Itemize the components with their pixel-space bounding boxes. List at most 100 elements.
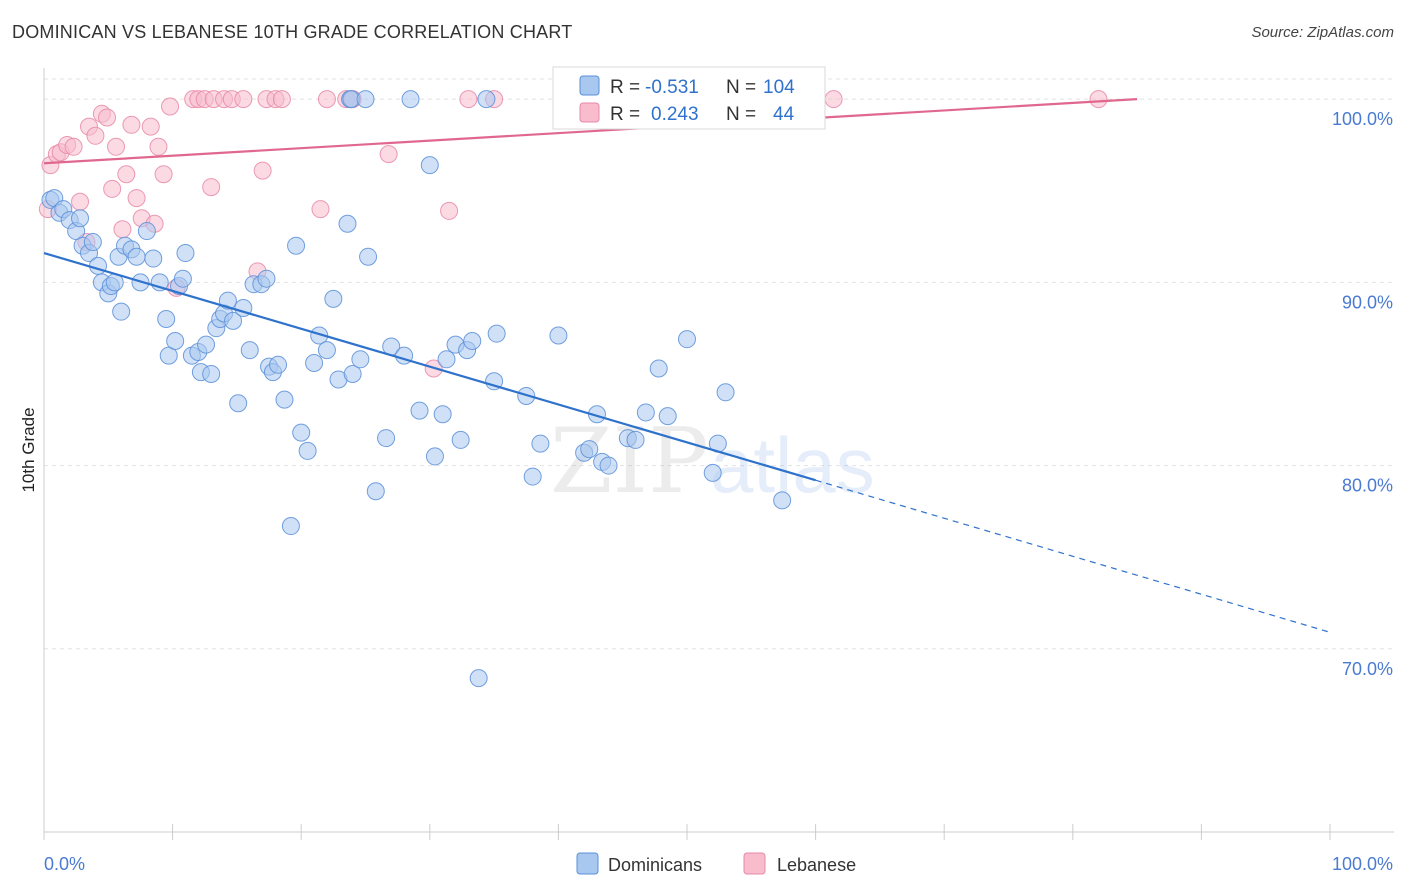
dominicans-point-49 <box>275 390 294 409</box>
dominicans-point-80 <box>487 324 506 343</box>
dominicans-point-28 <box>173 269 192 288</box>
x-axis-tick-labels: 0.0% 100.0% <box>44 854 1393 874</box>
dominicans-point-68 <box>410 401 429 420</box>
dominicans-point-6 <box>71 209 90 228</box>
dominicans-point-56 <box>317 341 336 360</box>
dominicans-point-42 <box>240 341 259 360</box>
lebanese-points <box>38 90 1108 378</box>
lebanese-point-22 <box>154 165 173 184</box>
dominicans-point-16 <box>112 302 131 321</box>
dominicans-point-84 <box>549 326 568 345</box>
dominicans-point-61 <box>351 350 370 369</box>
lebanese-point-9 <box>86 126 105 145</box>
lebanese-point-49 <box>1089 90 1108 109</box>
dominicans-point-99 <box>716 383 735 402</box>
dominicans-point-78 <box>477 90 496 109</box>
stats-legend: R = -0.531 N = 104 R = 0.243 N = 44 <box>552 66 826 130</box>
lebanese-point-19 <box>141 117 160 136</box>
lebanese-point-28 <box>202 178 221 197</box>
dominicans-point-71 <box>433 405 452 424</box>
dominicans-point-50 <box>281 517 300 536</box>
dominicans-point-67 <box>401 90 420 109</box>
dominicans-point-100 <box>773 491 792 510</box>
lebanese-point-41 <box>379 145 398 164</box>
lebanese-point-13 <box>107 137 126 156</box>
dominicans-point-60 <box>343 364 362 383</box>
x-axis-ticks <box>43 824 1331 840</box>
lebanese-point-48 <box>824 90 843 109</box>
dominicans-point-76 <box>463 331 482 350</box>
dominicans-point-77 <box>469 669 488 688</box>
lebanese-point-37 <box>311 200 330 219</box>
watermark-atlas: atlas <box>710 421 875 509</box>
stats-blue-n-value: 104 <box>763 77 795 98</box>
dominicans-point-97 <box>703 463 722 482</box>
lebanese-point-17 <box>127 189 146 208</box>
dominicans-point-48 <box>269 355 288 374</box>
lebanese-point-50 <box>253 161 272 180</box>
dominicans-point-64 <box>377 429 396 448</box>
y-tick-label-1: 90.0% <box>1342 292 1393 312</box>
dominicans-point-54 <box>305 353 324 372</box>
dominicans-point-45 <box>257 269 276 288</box>
stats-blue-r-value: -0.531 <box>645 77 699 98</box>
lebanese-point-38 <box>317 90 336 109</box>
dominicans-point-93 <box>649 359 668 378</box>
dominicans-point-19 <box>127 247 146 266</box>
dominicans-point-40 <box>229 394 248 413</box>
dominicans-point-62 <box>359 247 378 266</box>
stats-legend-blue-swatch <box>579 75 600 96</box>
lebanese-point-21 <box>149 137 168 156</box>
dominicans-point-103 <box>356 90 375 109</box>
stats-pink-n-label: N = <box>726 104 756 125</box>
legend-lebanese-swatch[interactable] <box>743 852 766 875</box>
dominicans-point-94 <box>658 407 677 426</box>
y-tick-label-2: 80.0% <box>1342 476 1393 496</box>
dominicans-point-63 <box>366 482 385 501</box>
dominicans-point-59 <box>338 214 357 233</box>
dominicans-point-53 <box>298 441 317 460</box>
dominicans-point-74 <box>451 430 470 449</box>
x-tick-label-0: 0.0% <box>44 854 85 874</box>
dominicans-point-9 <box>83 233 102 252</box>
chart-title: DOMINICAN VS LEBANESE 10TH GRADE CORRELA… <box>12 22 573 42</box>
dominicans-point-33 <box>197 335 216 354</box>
source-label: Source: ZipAtlas.com <box>1251 24 1394 41</box>
dominicans-point-82 <box>523 467 542 486</box>
lebanese-point-15 <box>117 165 136 184</box>
dominicans-point-86 <box>580 440 599 459</box>
lebanese-point-12 <box>103 179 122 198</box>
dominicans-point-22 <box>144 249 163 268</box>
lebanese-point-14 <box>113 220 132 239</box>
lebanese-point-5 <box>64 137 83 156</box>
legend-lebanese-label[interactable]: Lebanese <box>777 855 856 875</box>
dominicans-trend-line <box>43 251 816 482</box>
legend-dominicans-swatch[interactable] <box>576 852 599 875</box>
stats-legend-pink-swatch <box>579 102 600 123</box>
dominicans-point-57 <box>324 289 343 308</box>
lebanese-point-32 <box>234 90 253 109</box>
legend-dominicans-label[interactable]: Dominicans <box>608 855 702 875</box>
dominicans-point-21 <box>137 222 156 241</box>
dominicans-point-72 <box>437 350 456 369</box>
dominicans-point-29 <box>176 244 195 263</box>
dominicans-point-92 <box>636 403 655 422</box>
y-tick-label-0: 100.0% <box>1332 109 1393 129</box>
trend-lines <box>43 98 1331 633</box>
dominicans-point-26 <box>166 331 185 350</box>
dominicans-point-52 <box>292 423 311 442</box>
dominicans-trend-extension <box>815 479 1331 633</box>
dominicans-point-51 <box>287 236 306 255</box>
stats-pink-r-label: R = <box>610 104 640 125</box>
dominicans-point-91 <box>626 430 645 449</box>
series-legend: Dominicans Lebanese <box>576 852 856 875</box>
dominicans-point-70 <box>425 447 444 466</box>
lebanese-point-23 <box>161 97 180 116</box>
dominicans-point-89 <box>599 456 618 475</box>
dominicans-point-39 <box>224 311 243 330</box>
lebanese-point-43 <box>440 201 459 220</box>
dominican-points <box>41 90 792 688</box>
lebanese-point-44 <box>459 90 478 109</box>
y-axis-tick-labels: 100.0% 90.0% 80.0% 70.0% <box>1332 109 1393 679</box>
